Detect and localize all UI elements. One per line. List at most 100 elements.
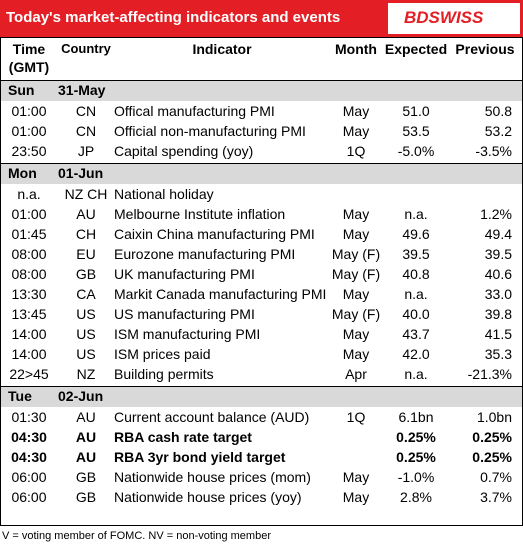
date: 02-Jun [58,388,104,404]
cell-month: May (F) [331,266,381,282]
column-header: Previous [455,41,515,57]
day: Tue [8,388,32,404]
cell-indicator: Caixin China manufacturing PMI [114,226,315,242]
cell-month: May [342,103,370,119]
cell-previous: 35.3 [484,346,512,362]
cell-previous: 1.0bn [476,409,512,425]
cell-expected: 40.8 [402,266,430,282]
cell-expected: 51.0 [402,103,430,119]
day: Sun [8,82,35,98]
cell-expected: 49.6 [402,226,430,242]
cell-time: 13:45 [11,306,47,322]
cell-expected: 40.0 [402,306,430,322]
cell-country: US [76,326,96,342]
cell-indicator: ISM prices paid [114,346,211,362]
cell-country: EU [76,246,96,262]
cell-indicator: Nationwide house prices (mom) [114,469,311,485]
cell-time: n.a. [17,186,41,202]
cell-previous: 53.2 [484,123,512,139]
cell-country: AU [75,429,97,445]
cell-previous: -3.5% [475,143,512,159]
cell-time: 22>45 [9,366,49,382]
cell-indicator: Melbourne Institute inflation [114,206,286,222]
cell-expected: -5.0% [397,143,435,159]
cell-indicator: Official non-manufacturing PMI [114,123,306,139]
cell-previous: 41.5 [484,326,512,342]
date: 01-Jun [58,165,104,181]
cell-month: May [342,226,370,242]
cell-time: 01:00 [11,206,47,222]
cell-indicator: RBA cash rate target [114,429,252,445]
cell-country: CN [75,123,97,139]
cell-indicator: Offical manufacturing PMI [114,103,275,119]
cell-previous: 0.7% [480,469,512,485]
cell-month: Apr [345,366,367,382]
cell-country: CA [76,286,96,302]
column-header: Time (GMT) [8,41,50,75]
column-header: Expected [384,41,448,57]
cell-previous: 39.5 [484,246,512,262]
cell-time: 14:00 [11,346,47,362]
cell-country: JP [77,143,95,159]
date: 31-May [58,82,106,98]
cell-time: 13:30 [11,286,47,302]
cell-country: GB [75,266,97,282]
cell-month: May [342,469,370,485]
cell-previous: -21.3% [467,366,512,382]
cell-time: 06:00 [11,469,47,485]
cell-country: AU [75,449,97,465]
cell-expected: n.a. [404,286,428,302]
day-row [1,163,522,184]
cell-indicator: Eurozone manufacturing PMI [114,246,296,262]
cell-month: May [342,123,370,139]
column-header: Country [61,41,111,56]
cell-time: 08:00 [11,246,47,262]
cell-country: NZ CH [64,186,108,202]
cell-time: 01:30 [11,409,47,425]
cell-previous: 3.7% [480,489,512,505]
cell-expected: 39.5 [402,246,430,262]
cell-time: 14:00 [11,326,47,342]
cell-country: GB [75,469,97,485]
cell-country: AU [76,409,96,425]
cell-indicator: US manufacturing PMI [114,306,255,322]
footnote: V = voting member of FOMC. NV = non-voti… [2,530,271,542]
column-header: Indicator [192,41,252,57]
cell-country: AU [76,206,96,222]
column-header: Month [335,41,377,57]
cell-month: May [342,489,370,505]
day-row [1,386,522,407]
cell-month: May [342,206,370,222]
logo-box [388,3,520,34]
cell-country: US [76,306,96,322]
cell-month: May [342,286,370,302]
cell-previous: 39.8 [484,306,512,322]
cell-time: 06:00 [11,489,47,505]
cell-expected: -1.0% [397,469,435,485]
cell-time: 01:00 [11,123,47,139]
day: Mon [8,165,37,181]
cell-country: NZ [76,366,96,382]
cell-expected: 0.25% [396,429,436,445]
cell-expected: 2.8% [400,489,432,505]
cell-previous: 50.8 [484,103,512,119]
cell-month: May [342,326,370,342]
cell-time: 23:50 [11,143,47,159]
cell-indicator: Current account balance (AUD) [114,409,310,425]
header-title: Today's market-affecting indicators and … [6,9,341,26]
cell-expected: 42.0 [402,346,430,362]
cell-indicator: Capital spending (yoy) [114,143,254,159]
logo: BDSWISS [404,8,484,27]
cell-expected: n.a. [404,366,428,382]
cell-time: 08:00 [11,266,47,282]
cell-indicator: Nationwide house prices (yoy) [114,489,302,505]
cell-expected: n.a. [404,206,428,222]
cell-indicator: UK manufacturing PMI [114,266,255,282]
cell-previous: 49.4 [484,226,512,242]
cell-previous: 40.6 [484,266,512,282]
cell-month: May (F) [331,306,381,322]
cell-indicator: Markit Canada manufacturing PMI [114,286,327,302]
cell-country: GB [75,489,97,505]
cell-previous: 1.2% [480,206,512,222]
